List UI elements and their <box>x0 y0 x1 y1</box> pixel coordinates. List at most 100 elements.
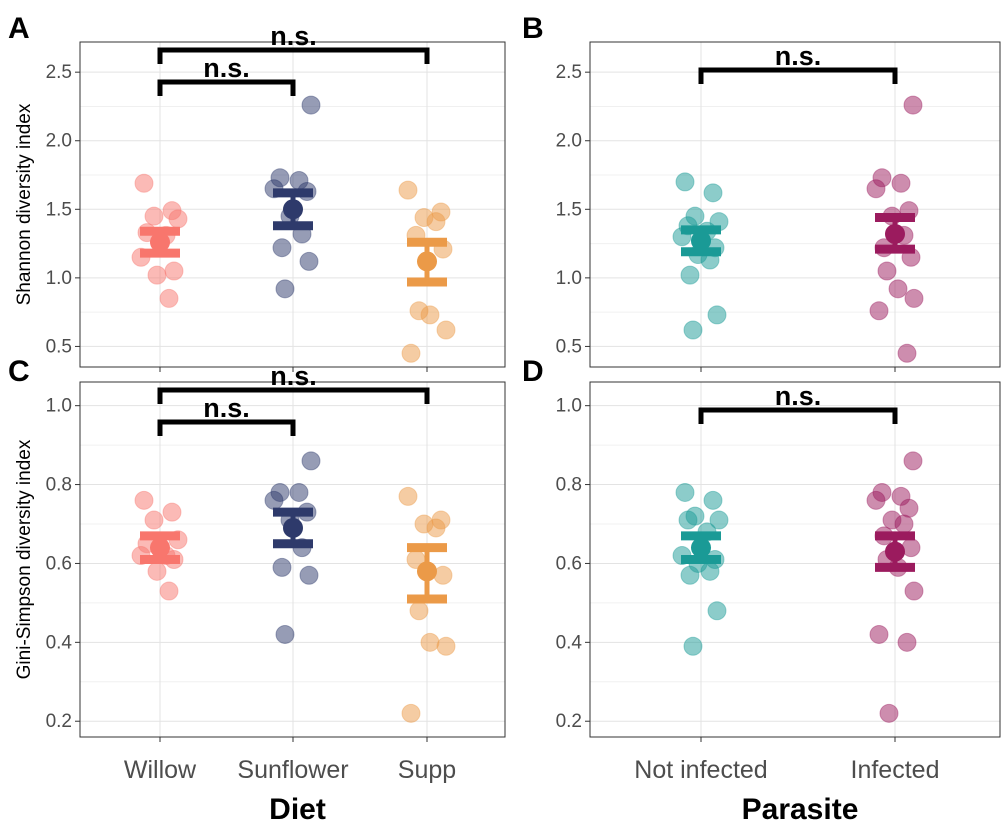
series-supp <box>398 486 456 723</box>
data-point <box>866 179 886 199</box>
data-point <box>683 320 703 340</box>
data-point <box>147 265 167 285</box>
significance-bracket <box>157 419 296 436</box>
data-point <box>147 561 167 581</box>
significance-label: n.s. <box>775 381 822 411</box>
data-point <box>264 490 284 510</box>
data-point <box>707 305 727 325</box>
data-point <box>134 490 154 510</box>
x-category-label: Willow <box>124 756 197 784</box>
data-point <box>894 514 914 534</box>
y-tick-label: 1.5 <box>556 199 582 220</box>
plot-border <box>589 381 1001 738</box>
data-point <box>707 601 727 621</box>
data-point <box>289 482 309 502</box>
series-willow <box>131 173 188 308</box>
mean-point <box>417 251 437 272</box>
data-point <box>888 279 908 299</box>
mean-point <box>150 232 170 253</box>
y-tick-label: 1.0 <box>556 268 582 289</box>
x-category-label: Infected <box>851 756 940 784</box>
y-tick-label: 0.8 <box>556 475 582 496</box>
panel-letter: D <box>522 355 544 388</box>
significance-label: n.s. <box>203 53 250 83</box>
data-point <box>680 565 700 585</box>
data-point <box>162 502 182 522</box>
y-tick-label: 2.0 <box>556 131 582 152</box>
data-point <box>420 632 440 652</box>
plot-area <box>589 41 1001 368</box>
y-tick-label: 0.2 <box>556 711 582 732</box>
series-infected <box>866 451 924 723</box>
plot-border <box>589 41 1001 368</box>
series-willow <box>131 490 188 601</box>
data-point <box>299 251 319 271</box>
data-point <box>897 343 917 363</box>
series-supp <box>398 180 456 363</box>
mean-point <box>417 561 437 582</box>
significance-label: n.s. <box>203 393 250 423</box>
data-point <box>675 172 695 192</box>
data-point <box>899 498 919 518</box>
data-point <box>680 265 700 285</box>
data-point <box>904 581 924 601</box>
data-point <box>877 261 897 281</box>
data-point <box>869 624 889 644</box>
data-point <box>144 206 164 226</box>
data-point <box>700 561 720 581</box>
x-axis-title: Parasite <box>742 793 859 825</box>
data-point <box>426 518 446 538</box>
mean-point <box>691 230 711 251</box>
data-point <box>903 95 923 115</box>
significance-bracket <box>698 67 898 84</box>
y-axis-label: Shannon diversity index <box>14 103 35 305</box>
mean-point <box>885 541 905 562</box>
significance-bracket <box>157 47 430 64</box>
series-sunflower <box>264 95 321 299</box>
y-tick-label: 1.5 <box>46 199 72 220</box>
data-point <box>866 490 886 510</box>
significance-bracket <box>698 407 898 424</box>
significance-bracket <box>157 79 296 96</box>
significance-bracket <box>157 387 430 404</box>
y-tick-label: 0.8 <box>46 475 72 496</box>
data-point <box>301 451 321 471</box>
data-point <box>401 343 421 363</box>
data-point <box>436 636 456 656</box>
plot-area <box>589 381 1001 738</box>
series-not-infected <box>672 482 729 656</box>
data-point <box>683 636 703 656</box>
data-point <box>159 581 179 601</box>
x-category-label: Supp <box>398 756 456 784</box>
y-tick-label: 0.4 <box>46 632 73 653</box>
data-point <box>409 601 429 621</box>
data-point <box>275 624 295 644</box>
data-point <box>159 288 179 308</box>
significance-label: n.s. <box>270 361 317 391</box>
data-point <box>401 703 421 723</box>
data-point <box>904 288 924 308</box>
mean-point <box>691 537 711 558</box>
panel-letter: B <box>522 12 544 45</box>
data-point <box>903 451 923 471</box>
y-tick-label: 0.6 <box>46 553 72 574</box>
data-point <box>272 238 292 258</box>
data-point <box>168 209 188 229</box>
data-point <box>897 632 917 652</box>
y-tick-label: 2.5 <box>556 62 582 83</box>
y-tick-label: 2.0 <box>46 131 72 152</box>
y-axis-label: Gini-Simpson diversity index <box>14 439 35 679</box>
panel-letter: A <box>8 12 30 45</box>
significance-label: n.s. <box>270 21 317 51</box>
series-infected <box>866 95 924 363</box>
data-point <box>426 212 446 232</box>
y-tick-label: 0.2 <box>46 711 72 732</box>
data-point <box>675 482 695 502</box>
data-point <box>398 180 418 200</box>
data-point <box>869 301 889 321</box>
panel-c: 0.2 0.4 0.6 0.8 1.0 n.s. n.s. C Gini-Simpson div… <box>8 355 506 826</box>
data-point <box>275 279 295 299</box>
y-tick-label: 1.0 <box>46 396 72 417</box>
data-point <box>164 261 184 281</box>
